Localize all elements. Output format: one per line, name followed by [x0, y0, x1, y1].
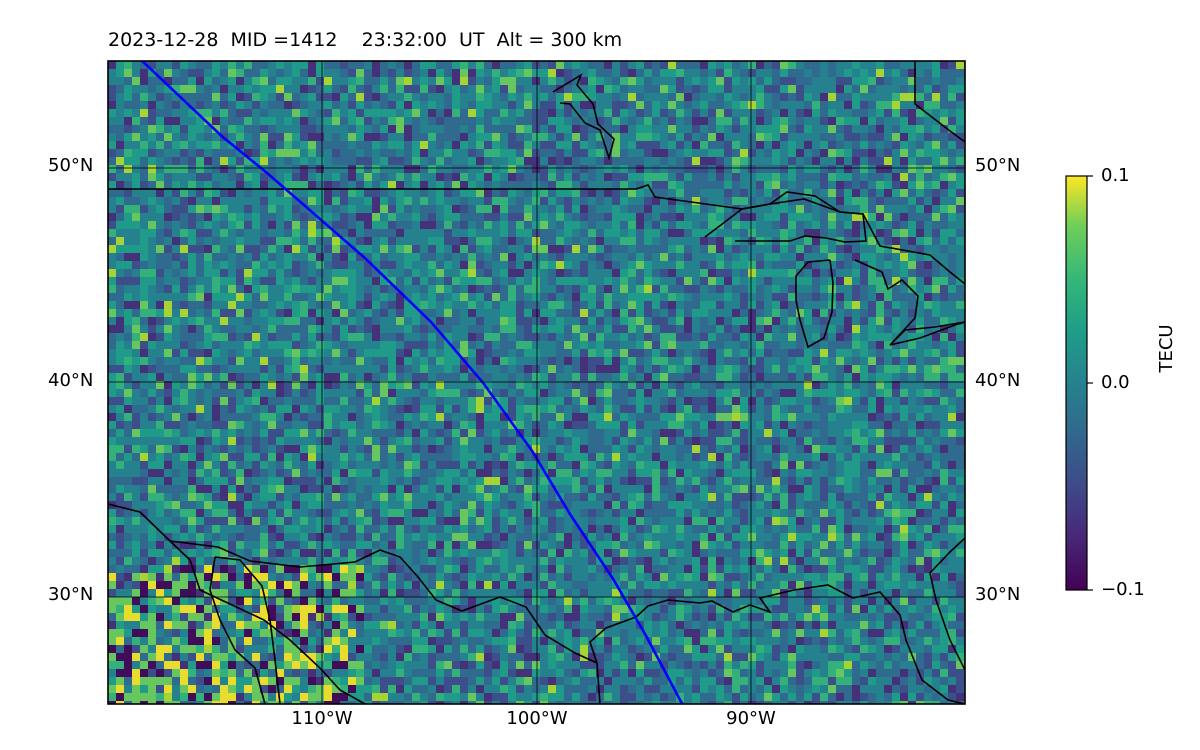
satellite-track-layer [141, 61, 684, 704]
northeast-coast [914, 61, 965, 143]
us-canada-border [108, 184, 965, 285]
coastlines [108, 61, 965, 704]
map-area [108, 61, 965, 704]
satellite-track [141, 61, 684, 704]
lake-superior-outline [704, 191, 867, 243]
colorbar-gradient [1066, 176, 1087, 590]
lat-label-40n-right: 40°N [975, 370, 1021, 391]
lon-label-110w: 110°W [291, 708, 353, 729]
tec-heatmap [108, 61, 965, 704]
gulf-coast [589, 584, 965, 704]
lake-michigan-outline [795, 259, 834, 349]
lat-label-50n-right: 50°N [975, 155, 1021, 176]
lat-label-30n-left: 30°N [48, 584, 94, 605]
mexico-us-border [169, 540, 601, 704]
lat-label-50n-left: 50°N [48, 155, 94, 176]
lat-label-40n-left: 40°N [48, 370, 94, 391]
colorbar-label-max: 0.1 [1101, 165, 1130, 186]
colorbar-label-zero: 0.0 [1101, 372, 1130, 393]
gulf-of-california-outline [214, 556, 281, 704]
baja-peninsula-inner [209, 556, 266, 704]
gridlines [108, 61, 965, 704]
colorbar-label-min: −0.1 [1101, 579, 1145, 600]
hudson-bay-outline [552, 73, 615, 161]
map-frame [107, 60, 966, 705]
colorbar-title: TECU [1156, 324, 1177, 373]
florida-atlantic-coast [929, 537, 965, 671]
lake-huron-outline [854, 259, 965, 346]
lat-label-30n-right: 30°N [975, 584, 1021, 605]
lon-label-90w: 90°W [726, 708, 776, 729]
colorbar [1065, 175, 1093, 591]
baja-california-outline [108, 503, 366, 704]
plot-title: 2023-12-28 MID =1412 23:32:00 UT Alt = 3… [108, 29, 623, 51]
lon-label-100w: 100°W [506, 708, 568, 729]
lake-erie-outline [889, 321, 965, 346]
